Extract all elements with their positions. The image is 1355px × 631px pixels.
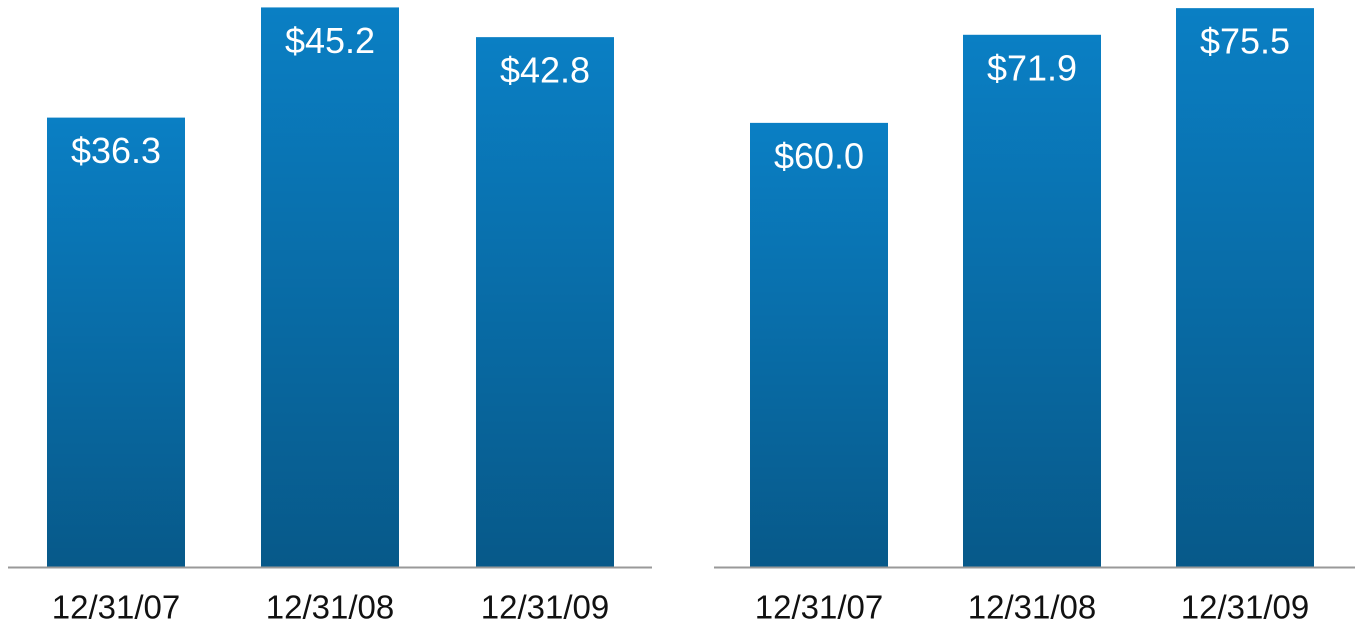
bar-chart: $36.3 12/31/07 $45.2 12/31/08 $42.8 12/31/09	[8, 7, 652, 626]
bar-shade	[963, 34, 1101, 568]
x-tick-label: 12/31/07	[755, 589, 883, 626]
bar-shade	[476, 37, 614, 568]
x-tick-label: 12/31/08	[968, 589, 1096, 626]
bar-shade	[1176, 8, 1314, 568]
bar-shade	[261, 7, 399, 568]
bar-chart: $60.0 12/31/07 $71.9 12/31/08 $75.5 12/31/09	[714, 8, 1355, 626]
x-tick-label: 12/31/09	[1181, 589, 1309, 626]
x-tick-label: 12/31/09	[481, 589, 609, 626]
value-label: $71.9	[987, 47, 1077, 88]
value-label: $36.3	[71, 130, 161, 171]
value-label: $42.8	[500, 50, 590, 91]
x-tick-label: 12/31/07	[52, 589, 180, 626]
value-label: $45.2	[285, 20, 375, 61]
bar-shade	[47, 117, 185, 568]
value-label: $75.5	[1200, 21, 1290, 62]
bar-shade	[750, 122, 888, 568]
x-tick-label: 12/31/08	[266, 589, 394, 626]
value-label: $60.0	[774, 135, 864, 176]
